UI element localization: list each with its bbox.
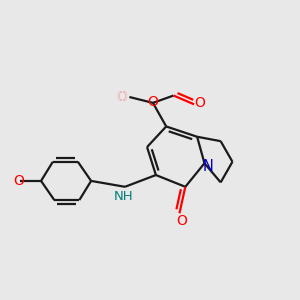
Text: O: O xyxy=(147,95,158,109)
Text: O: O xyxy=(194,96,205,110)
Text: N: N xyxy=(203,159,214,174)
Text: O: O xyxy=(117,90,128,104)
Text: O: O xyxy=(117,90,128,104)
Text: NH: NH xyxy=(114,190,133,203)
Text: O: O xyxy=(176,214,187,228)
Text: O: O xyxy=(14,174,24,188)
